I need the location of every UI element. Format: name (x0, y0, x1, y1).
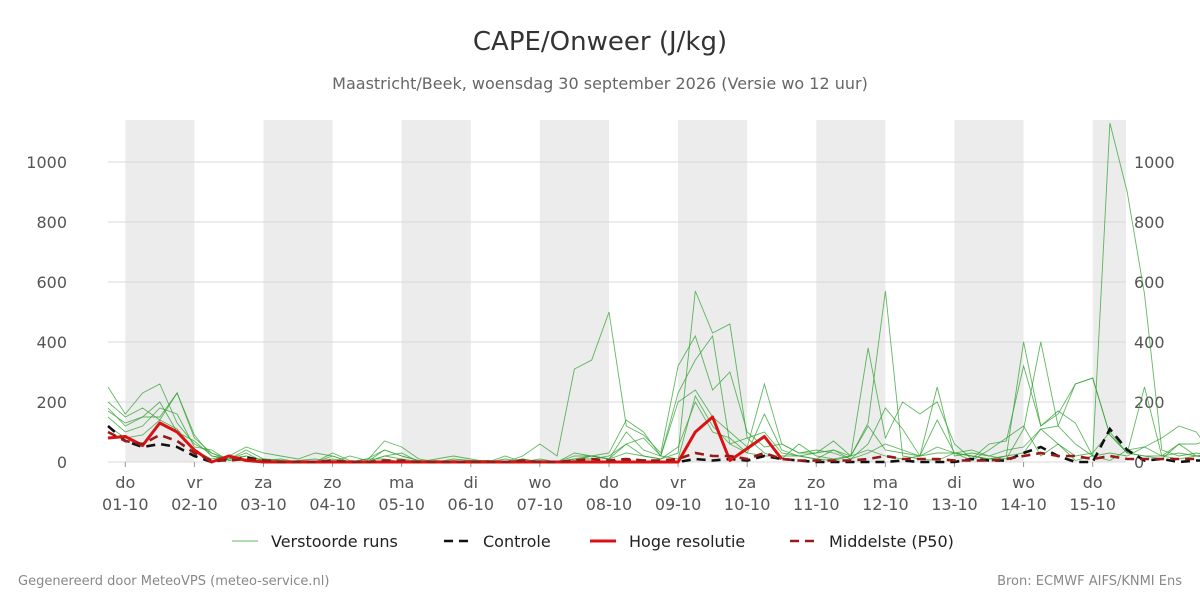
x-tick-day: za (738, 473, 756, 492)
day-band (678, 120, 748, 462)
y-tick-label-right: 1000 (1134, 153, 1175, 172)
day-band (539, 120, 609, 462)
x-tick-date: 06-10 (448, 495, 495, 514)
x-tick-date: 02-10 (171, 495, 218, 514)
x-tick-day: do (115, 473, 135, 492)
x-tick-date: 10-10 (724, 495, 771, 514)
day-band (1092, 120, 1126, 462)
x-tick-day: zo (807, 473, 825, 492)
x-tick-date: 12-10 (862, 495, 909, 514)
day-band (125, 120, 195, 462)
series-line-1 (107, 311, 1200, 463)
x-tick-day: ma (389, 473, 414, 492)
x-tick-date: 05-10 (378, 495, 425, 514)
chart-title: CAPE/Onweer (J/kg) (473, 27, 727, 57)
y-tick-label-right: 400 (1134, 333, 1165, 352)
x-tick-date: 03-10 (240, 495, 287, 514)
x-tick-date: 08-10 (586, 495, 633, 514)
day-band (401, 120, 471, 462)
legend-label: Verstoorde runs (271, 532, 398, 551)
y-tick-label-left: 600 (36, 273, 67, 292)
x-tick-day: do (599, 473, 619, 492)
x-tick-labels: do 01-10 vr 02-10 za 03-10 zo 04-10 ma 05-10 di 06-… (102, 462, 1116, 514)
x-tick-day: vr (670, 473, 686, 492)
footer-credit: Gegenereerd door MeteoVPS (meteo-service… (18, 574, 329, 589)
x-tick-day: zo (323, 473, 341, 492)
x-tick-day: wo (1012, 473, 1035, 492)
y-tick-label-left: 0 (57, 453, 67, 472)
x-tick-date: 04-10 (309, 495, 356, 514)
x-tick-day: ma (873, 473, 898, 492)
series-line-4 (107, 430, 1200, 464)
day-band (816, 120, 886, 462)
y-tick-label-left: 400 (36, 333, 67, 352)
legend-label: Hoge resolutie (629, 532, 745, 551)
legend-label: Controle (483, 532, 551, 551)
y-tick-label-right: 800 (1134, 213, 1165, 232)
x-tick-day: vr (186, 473, 202, 492)
x-tick-date: 09-10 (655, 495, 702, 514)
y-tick-label-left: 200 (36, 393, 67, 412)
x-tick-day: do (1083, 473, 1103, 492)
x-tick-day: di (463, 473, 478, 492)
footer-source: Bron: ECMWF AIFS/KNMI Ens (997, 574, 1182, 589)
y-tick-label-right: 600 (1134, 273, 1165, 292)
x-tick-day: wo (528, 473, 551, 492)
y-tick-label-left: 1000 (26, 153, 67, 172)
legend-label: Middelste (P50) (829, 532, 954, 551)
y-tick-label-left: 800 (36, 213, 67, 232)
x-tick-day: za (254, 473, 272, 492)
x-tick-date: 14-10 (1000, 495, 1047, 514)
x-tick-date: 13-10 (931, 495, 978, 514)
x-tick-date: 15-10 (1069, 495, 1116, 514)
day-band (954, 120, 1024, 462)
series-lines (107, 122, 1200, 464)
x-tick-date: 11-10 (793, 495, 840, 514)
legend: Verstoorde runs Controle Hoge resolutie Mid… (232, 532, 954, 551)
x-tick-date: 01-10 (102, 495, 149, 514)
day-band (263, 120, 333, 462)
chart-subtitle: Maastricht/Beek, woensdag 30 september 2… (332, 74, 868, 93)
weekend-bands (125, 120, 1126, 462)
x-tick-date: 07-10 (517, 495, 564, 514)
y-tick-label-right: 0 (1134, 453, 1144, 472)
x-tick-day: di (947, 473, 962, 492)
